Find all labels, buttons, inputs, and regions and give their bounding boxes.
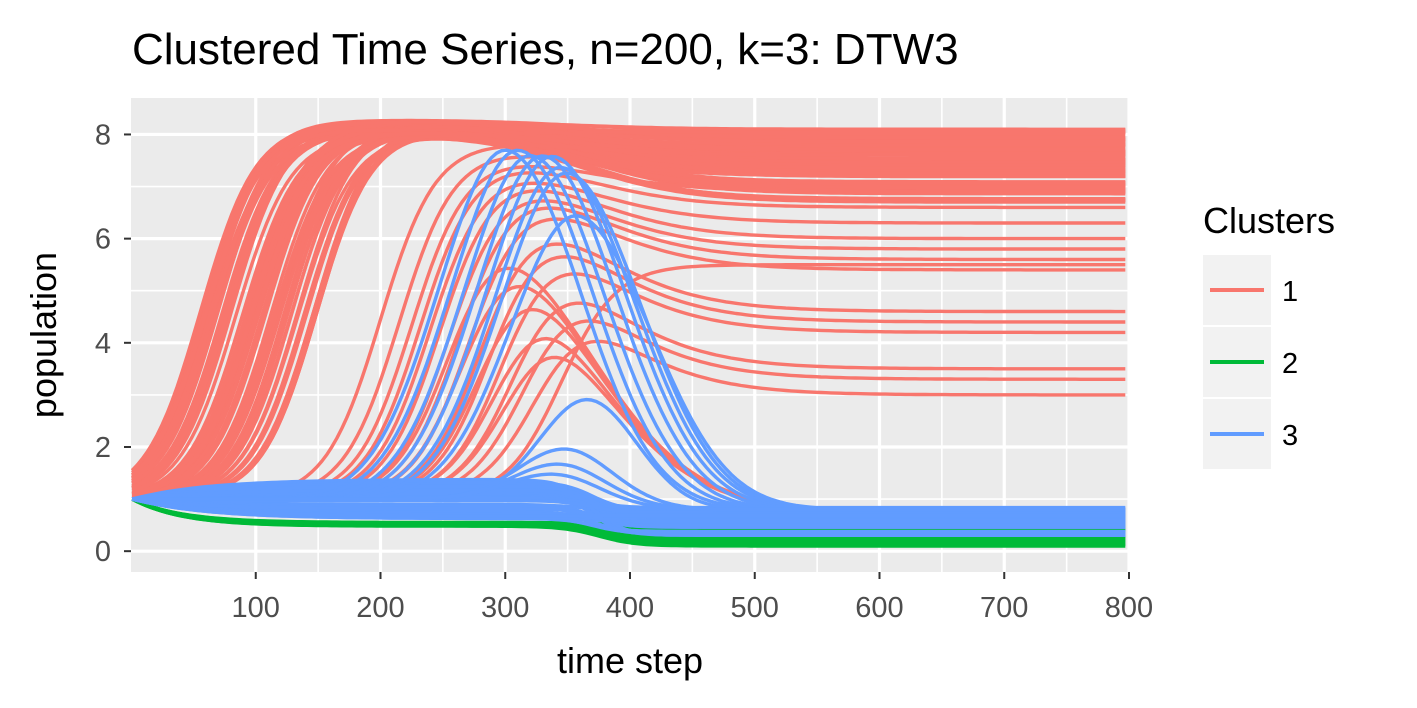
legend: Clusters 1 2 3 (1203, 200, 1335, 469)
cluster-1-line (132, 125, 1126, 500)
y-tick-label: 4 (95, 328, 111, 360)
legend-label-1: 1 (1282, 276, 1298, 308)
cluster-1-line (132, 135, 1126, 500)
x-tick-label: 100 (232, 592, 280, 624)
legend-label-3: 3 (1282, 420, 1298, 452)
y-tick-label: 6 (95, 224, 111, 256)
y-tick-label: 0 (95, 536, 111, 568)
x-tick-label: 300 (481, 592, 529, 624)
x-tick-label: 700 (980, 592, 1028, 624)
y-tick-label: 8 (95, 119, 111, 151)
x-tick-label: 500 (731, 592, 779, 624)
cluster-3-line (132, 472, 1126, 512)
legend-label-2: 2 (1282, 348, 1298, 380)
y-tick-label: 2 (95, 432, 111, 464)
y-axis-title: population (23, 252, 64, 418)
x-tick-label: 600 (855, 592, 903, 624)
cluster-1-line (131, 120, 1126, 485)
axes: 100 200 300 400 500 600 700 800 0 2 4 6 8 (95, 119, 1153, 624)
cluster-3-line (132, 497, 1126, 528)
cluster-3-line (131, 497, 1126, 518)
x-axis-title: time step (557, 640, 703, 681)
x-tick-label: 800 (1105, 592, 1153, 624)
x-tick-label: 200 (356, 592, 404, 624)
legend-title: Clusters (1203, 200, 1335, 241)
series-cluster-3 (131, 148, 1126, 537)
cluster-1-line (131, 129, 1126, 497)
x-tick-label: 400 (606, 592, 654, 624)
chart-title: Clustered Time Series, n=200, k=3: DTW3 (132, 25, 959, 74)
cluster-3-line (131, 497, 1126, 534)
